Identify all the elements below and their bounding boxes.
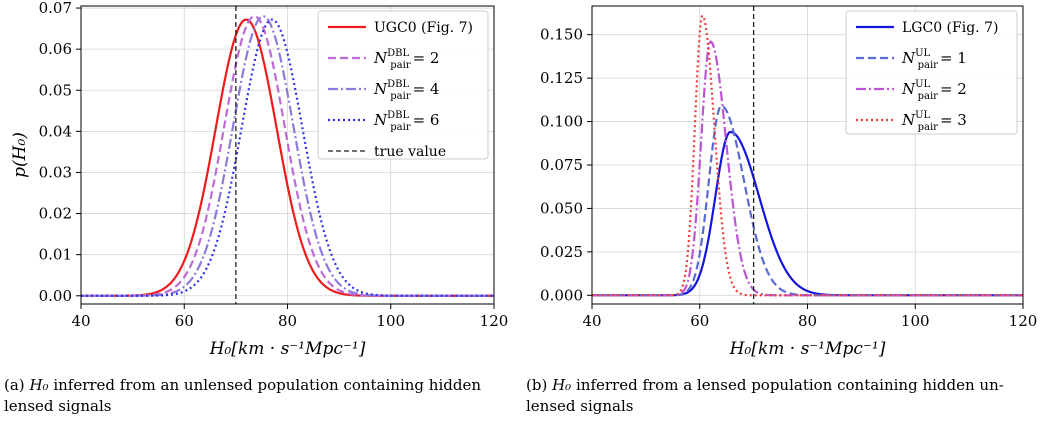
chart-b-x-axis-label: H₀[km · s⁻¹Mpc⁻¹] [729, 339, 886, 359]
caption-a-label: (a) [4, 376, 25, 394]
chart-a-x-tick-label-2: 80 [278, 312, 297, 330]
chart-b-y-tick-label-6: 0.150 [540, 26, 583, 44]
chart-a-legend-label-3: NDBL pair = 6 [373, 110, 439, 133]
chart-a-y-tick-label-2: 0.02 [39, 205, 72, 223]
chart-b-y-tick-label-0: 0.000 [540, 286, 583, 304]
chart-a-legend-label-0: UGC0 (Fig. 7) [374, 20, 473, 36]
caption-a-line1: inferred from an unlensed population con… [53, 376, 481, 394]
chart-a-x-axis-label: H₀[km · s⁻¹Mpc⁻¹] [209, 339, 366, 359]
chart-b-legend-label-1: NUL pair = 1 [901, 48, 967, 71]
chart-a-x-tick-label-0: 40 [71, 312, 90, 330]
chart-panel-b: 40 60 80 100 120 0.000 0.025 0.050 0.075 0.100 0.1… [540, 5, 1038, 359]
chart-b-y-tick-label-3: 0.075 [540, 156, 583, 174]
caption-a-line2: lensed signals [4, 397, 112, 415]
chart-a-y-tick-label-5: 0.05 [39, 81, 72, 99]
chart-b-legend-label-3: NUL pair = 3 [901, 110, 967, 133]
caption-b-variable: H₀ [552, 376, 572, 394]
chart-a-y-tick-label-3: 0.03 [39, 163, 72, 181]
chart-a-series-line-2 [81, 15, 494, 297]
chart-a-x-tick-label-4: 120 [480, 312, 509, 330]
chart-a-legend-label-1: NDBL pair = 2 [373, 48, 439, 71]
caption-a-variable: H₀ [29, 376, 49, 394]
chart-b-y-tick-label-1: 0.025 [540, 243, 583, 261]
chart-a-legend-label-2: NDBL pair = 4 [373, 79, 439, 102]
chart-b-series-line-3 [592, 14, 1023, 297]
chart-a-y-tick-label-0: 0.00 [39, 287, 72, 305]
chart-panel-a: 40 60 80 100 120 0.00 0.01 0.02 0.03 0.04 0.05 0.06… [10, 0, 508, 359]
caption-b-line1: inferred from a lensed population contai… [575, 376, 1004, 394]
chart-a-legend: UGC0 (Fig. 7) NDBL pair = 2 NDBL pair = 4 NDBL p… [317, 10, 489, 160]
chart-b-x-tick-label-1: 60 [690, 312, 709, 330]
chart-b-x-tick-label-2: 80 [798, 312, 817, 330]
caption-b-line2: lensed signals [526, 397, 634, 415]
chart-a-y-tick-label-1: 0.01 [39, 246, 72, 264]
chart-b-x-tick-label-3: 100 [901, 312, 930, 330]
chart-b-legend-label-2: NUL pair = 2 [901, 79, 967, 102]
chart-b-legend: LGC0 (Fig. 7) NUL pair = 1 NUL pair = 2 NUL pair… [845, 10, 1018, 135]
chart-b-y-tick-label-5: 0.125 [540, 69, 583, 87]
chart-b-y-tick-label-2: 0.050 [540, 199, 583, 217]
chart-b-legend-box [845, 10, 1018, 135]
chart-a-y-axis-label: p(H₀) [10, 132, 30, 178]
caption-a: (a) H₀ inferred from an unlensed populat… [4, 375, 522, 417]
chart-a-x-tick-label-3: 100 [376, 312, 405, 330]
chart-a-y-tick-label-7: 0.07 [39, 0, 72, 17]
chart-a-legend-box [317, 10, 489, 160]
chart-a-x-tick-label-1: 60 [175, 312, 194, 330]
caption-b-label: (b) [526, 376, 548, 394]
chart-a-y-tick-label-6: 0.06 [39, 40, 72, 58]
chart-b-x-tick-label-4: 120 [1009, 312, 1038, 330]
chart-b-y-tick-label-4: 0.100 [540, 113, 583, 131]
chart-a-y-tick-label-4: 0.04 [39, 122, 72, 140]
caption-b: (b) H₀ inferred from a lensed population… [526, 375, 1044, 417]
chart-b-x-tick-label-0: 40 [582, 312, 601, 330]
chart-b-legend-label-0: LGC0 (Fig. 7) [902, 20, 998, 36]
chart-a-legend-label-4: true value [374, 144, 446, 160]
